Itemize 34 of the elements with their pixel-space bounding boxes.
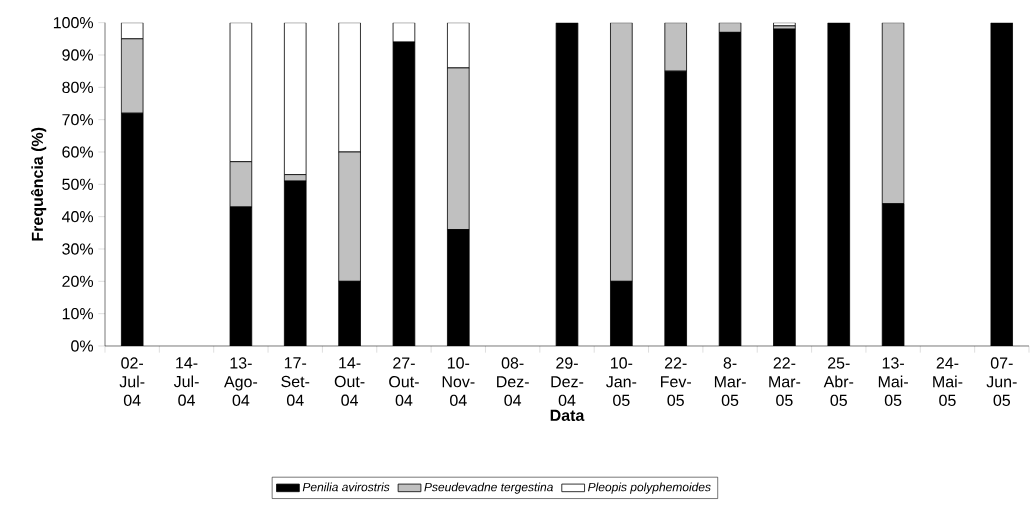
x-tick-label: 25-Abr-05 [823,357,854,407]
y-tick-label: 100% [53,17,94,29]
y-tick-label: 30% [62,243,94,255]
y-tick-label: 0% [71,340,94,352]
x-tick-label: 22-Mar-05 [769,357,801,407]
x-tick-label: 17-Set-04 [281,357,310,406]
x-tick-label: 29-Dez-04 [551,357,584,407]
x-tick-label: 10-Nov-04 [442,357,475,407]
x-tick-label: 10-Jan-05 [606,357,637,407]
y-tick-label: 50% [62,178,94,190]
y-tick-label: 40% [61,211,94,223]
y-tick-label: 90% [62,49,94,61]
legend-label: Pleopis polyphemoides [588,482,711,494]
y-tick-label: 80% [62,81,94,93]
y-tick-label: 10% [62,308,94,320]
y-tick-label: 20% [62,275,94,287]
y-tick-label: 60% [62,146,94,158]
legend-label: Penilia avirostris [302,482,390,492]
x-tick-label: 22-Fev-05 [661,357,691,407]
y-tick-label: 70% [62,114,94,126]
x-tick-label: 08-Dez-04 [497,357,529,407]
x-tick-label: 13-Ago-04 [224,357,258,407]
x-tick-label: 8-Mar-05 [714,357,746,407]
x-tick-label: 02-Jul-04 [119,357,145,407]
legend-label: Pseudevadne tergestina [424,482,553,494]
x-tick-label: 14-Out-04 [334,357,365,406]
x-tick-label: 24-Mai-05 [933,357,963,407]
x-tick-label: 27-Out-04 [389,357,419,407]
y-axis-title: Frequência (%) [30,127,47,241]
x-tick-label: 07-Jun-05 [986,357,1017,407]
x-tick-label: 14-Jul-04 [173,357,199,406]
x-axis-title: Data [550,409,585,421]
x-tick-label: 13-Mai-05 [878,357,908,407]
bar [283,22,307,176]
